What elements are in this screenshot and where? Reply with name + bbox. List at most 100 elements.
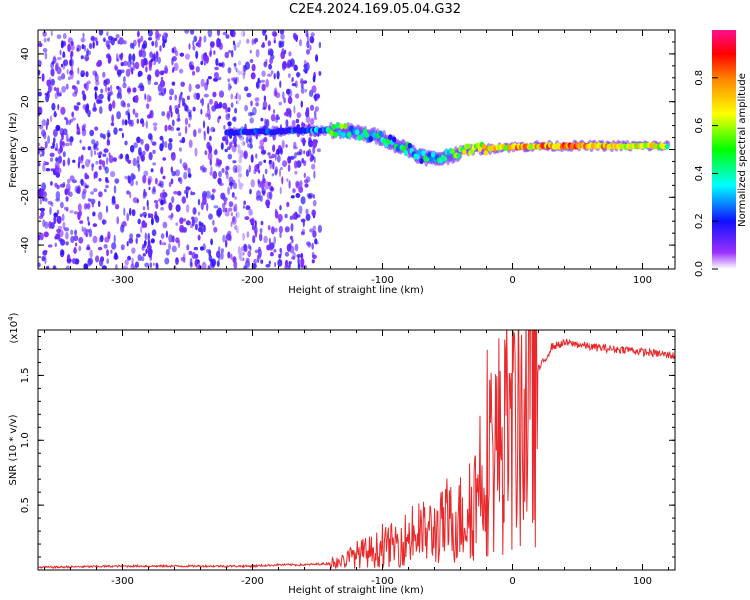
noise-speckle — [100, 256, 105, 263]
noise-speckle — [181, 97, 186, 106]
noise-speckle — [276, 70, 280, 80]
noise-speckle — [209, 50, 212, 57]
noise-speckle — [193, 246, 199, 251]
noise-speckle — [93, 188, 98, 193]
noise-speckle — [308, 139, 314, 148]
noise-speckle — [306, 40, 310, 49]
noise-speckle — [265, 78, 270, 88]
noise-speckle — [108, 155, 114, 164]
spectrogram-signal-trace — [224, 121, 671, 167]
noise-speckle — [124, 140, 128, 146]
noise-speckle — [294, 64, 298, 70]
noise-speckle — [113, 127, 118, 135]
noise-speckle — [87, 109, 91, 118]
snr-y-axis-label: SNR (10 * v/v) — [8, 414, 19, 485]
noise-speckle — [265, 199, 271, 207]
noise-speckle — [167, 142, 173, 151]
noise-speckle — [290, 58, 295, 67]
y-tick-label: 1.5 — [20, 367, 31, 383]
noise-speckle — [154, 69, 160, 78]
noise-speckle — [155, 262, 158, 267]
noise-speckle — [123, 60, 128, 66]
noise-speckle — [110, 171, 116, 178]
noise-speckle — [53, 215, 57, 225]
noise-speckle — [209, 40, 215, 48]
noise-speckle — [151, 40, 155, 47]
noise-speckle — [57, 93, 62, 97]
noise-speckle — [250, 100, 253, 107]
noise-speckle — [124, 175, 128, 180]
noise-speckle — [88, 159, 91, 164]
noise-speckle — [303, 68, 308, 73]
noise-speckle — [175, 169, 180, 177]
noise-speckle — [127, 60, 132, 68]
noise-speckle — [213, 77, 219, 82]
noise-speckle — [178, 132, 182, 137]
noise-speckle — [115, 204, 120, 210]
noise-speckle — [233, 135, 237, 144]
noise-speckle — [206, 108, 211, 117]
noise-speckle — [147, 175, 153, 183]
trace-point — [339, 123, 344, 130]
noise-speckle — [277, 259, 283, 267]
noise-speckle — [261, 187, 265, 196]
noise-speckle — [59, 183, 65, 188]
noise-speckle — [227, 107, 231, 113]
noise-speckle — [43, 231, 49, 238]
noise-speckle — [255, 102, 259, 107]
noise-speckle — [144, 143, 150, 152]
noise-speckle — [305, 176, 311, 183]
spectrogram-noise-layer — [38, 30, 322, 269]
colorbar-ticks: 0.0 0.2 0.4 0.6 0.8 — [694, 70, 718, 277]
noise-speckle — [84, 56, 90, 61]
noise-speckle — [55, 191, 61, 200]
noise-speckle — [272, 161, 275, 170]
noise-speckle — [137, 218, 141, 225]
noise-speckle — [244, 86, 249, 92]
noise-speckle — [285, 144, 288, 148]
noise-speckle — [142, 211, 148, 217]
snr-x-ticks: -300 -200 -100 0 100 — [44, 330, 669, 587]
noise-speckle — [245, 169, 249, 177]
noise-speckle — [38, 42, 43, 48]
noise-speckle — [214, 66, 219, 71]
noise-speckle — [249, 49, 252, 54]
noise-speckle — [281, 176, 284, 185]
noise-speckle — [142, 59, 145, 69]
noise-speckle — [288, 51, 292, 57]
y-tick-label: 20 — [20, 95, 31, 108]
noise-speckle — [305, 150, 310, 157]
noise-speckle — [287, 96, 293, 105]
noise-speckle — [106, 129, 111, 139]
noise-speckle — [92, 211, 96, 217]
noise-speckle — [129, 66, 133, 72]
noise-speckle — [224, 51, 230, 59]
x-tick-label: -200 — [241, 576, 264, 587]
noise-speckle — [53, 129, 58, 137]
noise-speckle — [207, 152, 213, 161]
trace-point — [329, 130, 334, 137]
noise-speckle — [40, 212, 43, 218]
noise-speckle — [62, 128, 68, 136]
noise-speckle — [193, 216, 198, 223]
noise-speckle — [192, 40, 195, 47]
noise-speckle — [98, 151, 103, 155]
snr-series-line — [38, 330, 675, 570]
noise-speckle — [178, 177, 181, 183]
noise-speckle — [311, 259, 315, 264]
noise-speckle — [161, 139, 165, 148]
noise-speckle — [96, 99, 101, 105]
noise-speckle — [203, 35, 207, 43]
noise-speckle — [154, 211, 158, 217]
noise-speckle — [142, 206, 146, 211]
noise-speckle — [260, 117, 264, 122]
noise-speckle — [286, 63, 290, 69]
noise-speckle — [177, 190, 182, 196]
noise-speckle — [255, 153, 258, 159]
noise-speckle — [152, 149, 156, 154]
noise-speckle — [300, 257, 305, 266]
noise-speckle — [96, 147, 99, 151]
noise-speckle — [157, 56, 161, 64]
noise-speckle — [173, 191, 178, 195]
noise-speckle — [115, 264, 118, 269]
